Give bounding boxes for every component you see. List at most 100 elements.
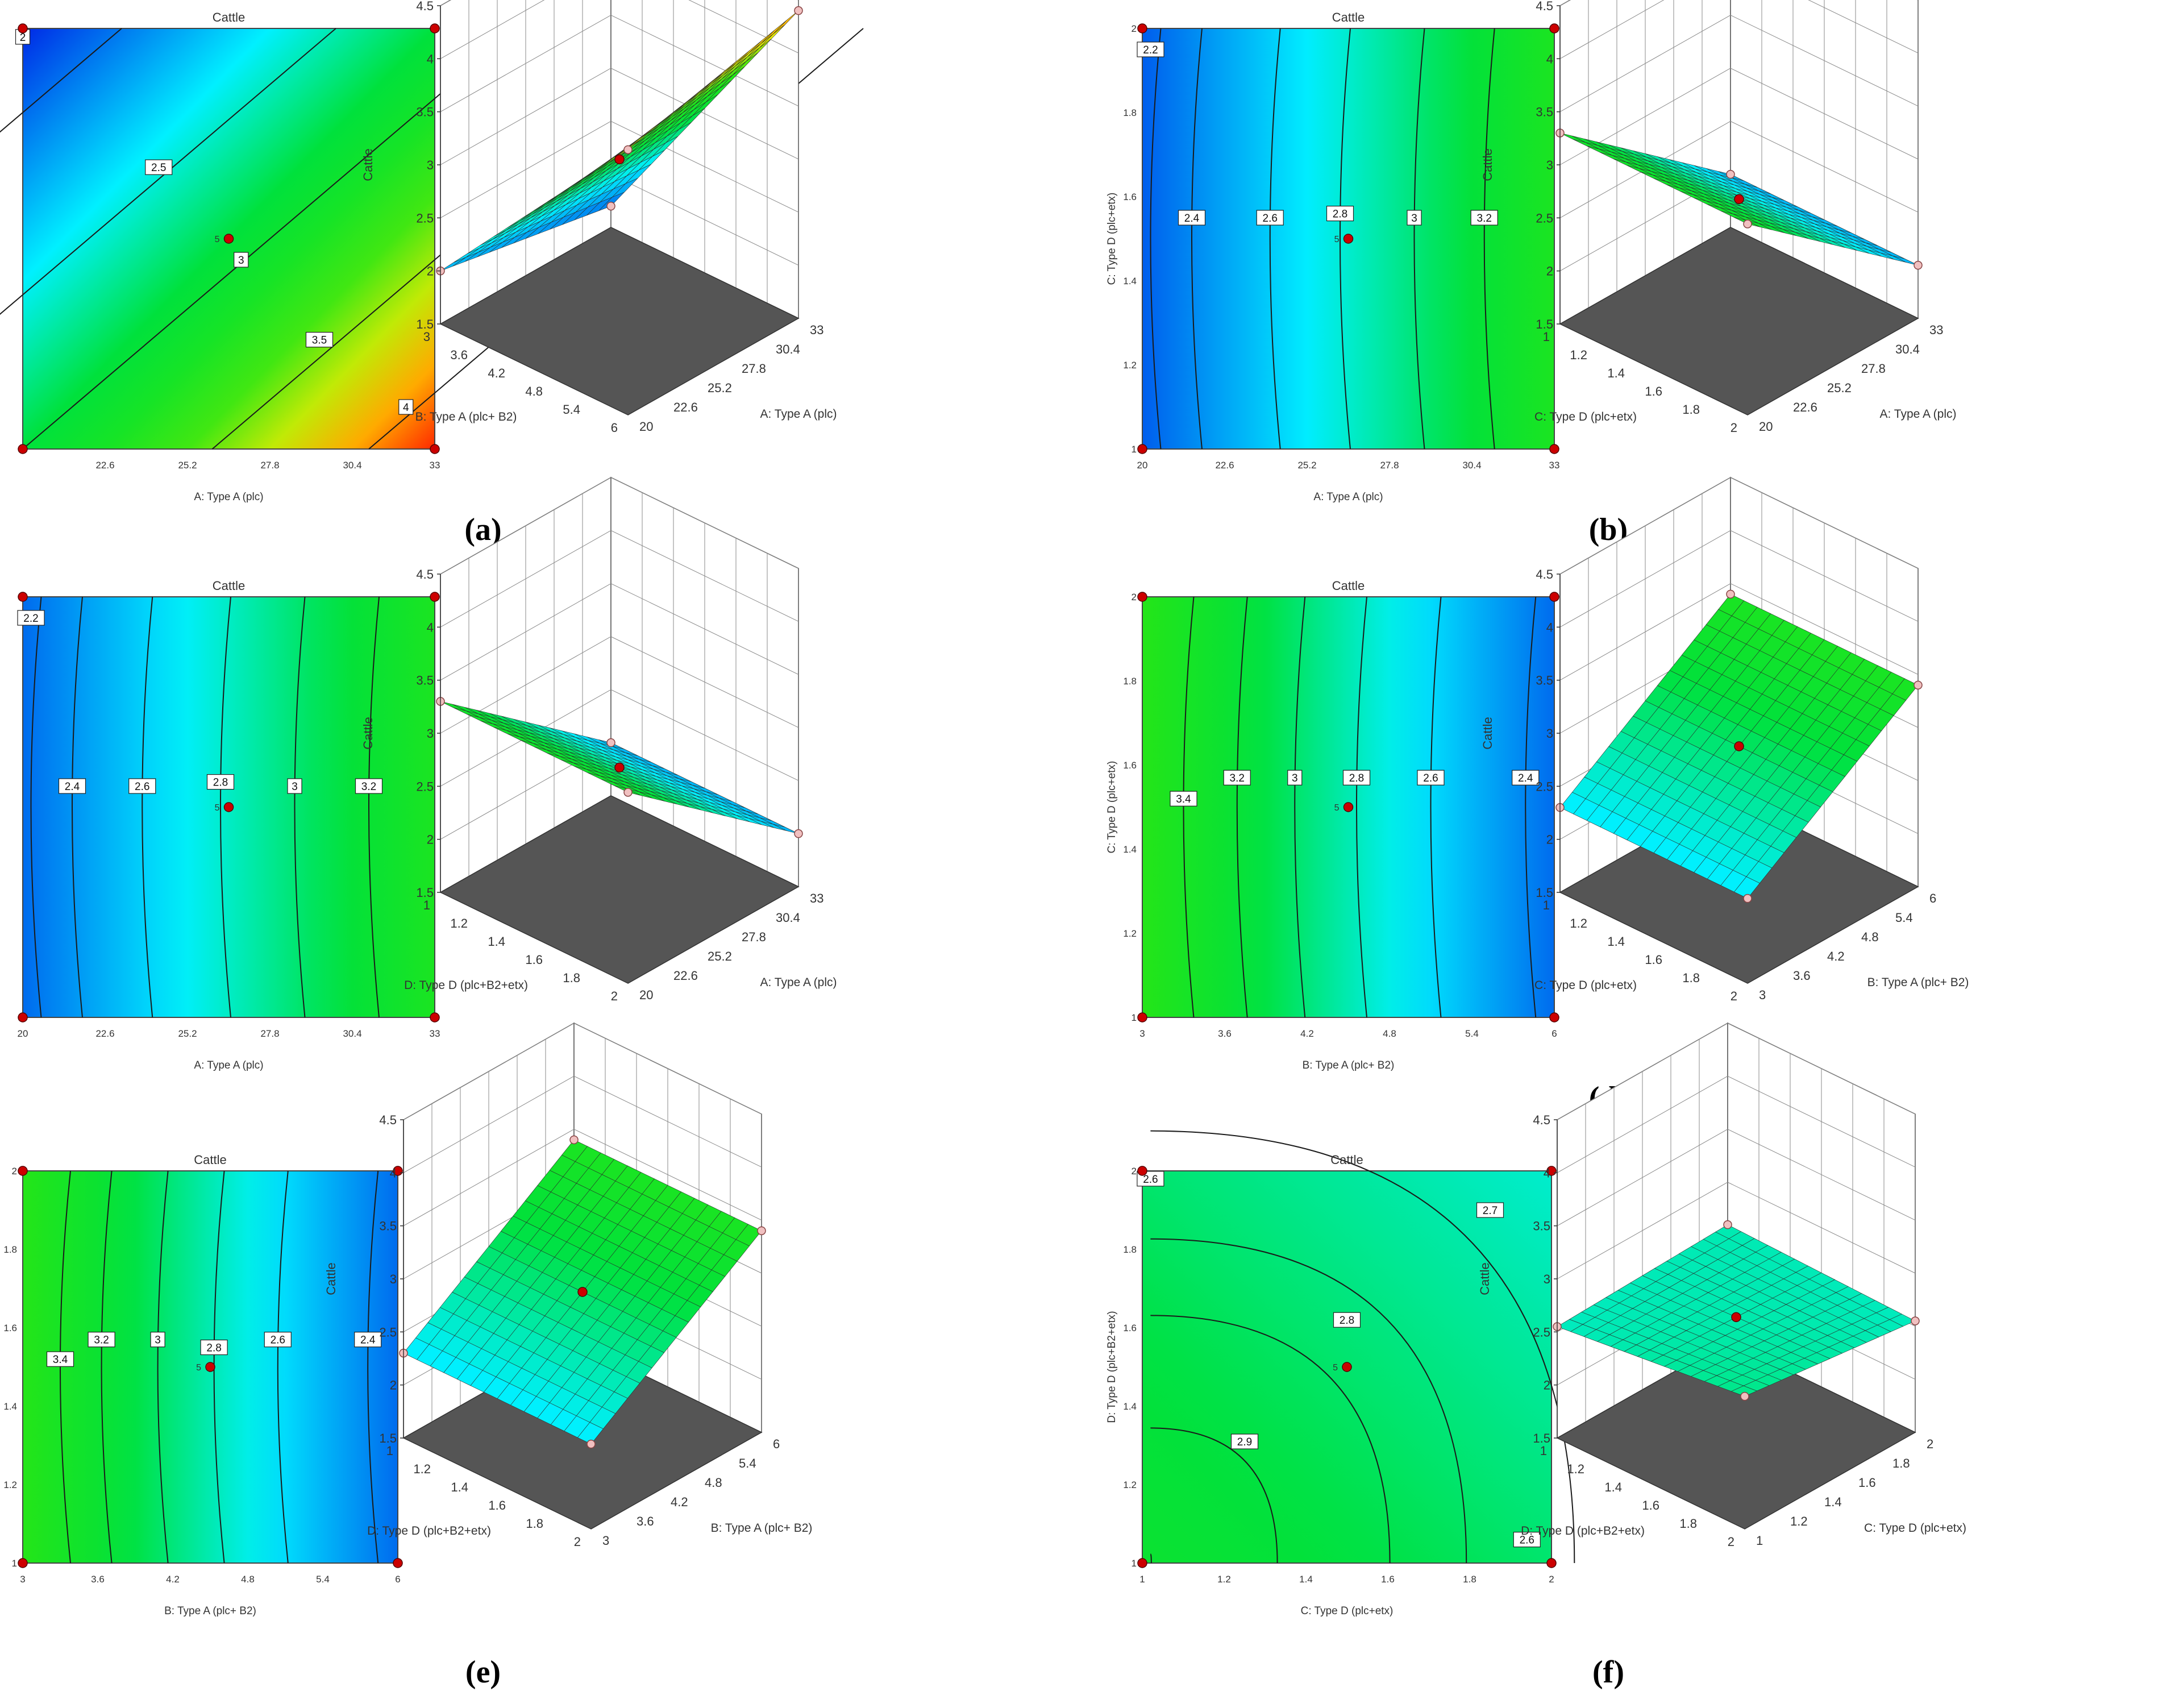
y-tick-label: 1.2 <box>3 1480 17 1490</box>
z-tick-label: 1.5 <box>416 317 434 331</box>
contour-line <box>1150 1315 1391 1564</box>
contour-level-label-box <box>1170 791 1197 807</box>
surface-design-point <box>1914 680 1923 690</box>
contour-level-label-box <box>234 252 249 268</box>
y-tick-label: 1.4 <box>1123 276 1137 286</box>
contour-level-label-box <box>46 1351 74 1367</box>
x-tick-label: 27.8 <box>260 460 279 471</box>
z-tick-label: 2 <box>1546 264 1553 279</box>
y-tick-label: 1.4 <box>3 1401 17 1412</box>
contour-level-label: 2.9 <box>1237 1436 1252 1448</box>
floor-right-axis-label: B: Type A (plc+ B2) <box>711 1522 813 1535</box>
floor-right-tick-label: 25.2 <box>708 949 732 963</box>
design-point <box>1549 444 1559 454</box>
floor-left-tick-label: 1 <box>1543 330 1550 344</box>
x-tick-label: 6 <box>395 1574 400 1585</box>
contour-level-label-box <box>1256 210 1284 226</box>
floor-right-tick-label: 20 <box>1759 419 1773 434</box>
design-point <box>393 1558 403 1568</box>
y-tick-label: 1.4 <box>1123 844 1137 855</box>
contour-level-label: 3.4 <box>53 1354 68 1366</box>
x-tick-label: 2 <box>1549 1574 1554 1585</box>
contour-level-label: 4 <box>403 402 409 414</box>
floor-right-tick-label: 3.6 <box>637 1514 654 1528</box>
x-axis-label: A: Type A (plc) <box>194 1059 263 1071</box>
grid-line <box>1559 120 1919 218</box>
center-point <box>223 234 234 244</box>
surface-plot: 1.5 2 2.5 3 3.5 4 4.5 Cattle 1 1.2 1.4 1.6 1.8 2 C: Ty… <box>1480 476 1969 1003</box>
z-tick-label: 2.5 <box>379 1325 397 1339</box>
contour-line <box>1150 1427 1278 1564</box>
contour-level-label-box <box>1326 206 1354 222</box>
floor-left-axis-label: D: Type D (plc+B2+etx) <box>1521 1524 1645 1537</box>
design-point <box>18 1166 28 1176</box>
floor-left-tick-label: 1.2 <box>450 916 468 930</box>
grid-line <box>403 1129 762 1227</box>
floor-right-tick-label: 27.8 <box>1861 361 1886 376</box>
floor-left-tick-label: 1.6 <box>1645 953 1662 967</box>
grid-line <box>440 530 799 627</box>
contour-level-label-box <box>150 1332 165 1348</box>
contour-level-label-box <box>398 399 414 415</box>
z-tick-label: 1.5 <box>1536 317 1553 331</box>
contour-line <box>1183 596 1195 1018</box>
contour-level-label: 3 <box>238 255 244 267</box>
x-axis-label: A: Type A (plc) <box>1313 491 1383 503</box>
contour-line <box>72 596 83 1018</box>
x-tick-label: 33 <box>1549 460 1560 471</box>
center-point <box>1342 1362 1352 1372</box>
contour-level-label: 3 <box>155 1335 161 1347</box>
contour-line <box>60 1170 71 1564</box>
surface-design-point <box>1911 1316 1920 1325</box>
floor-right-tick-label: 22.6 <box>673 400 698 414</box>
z-tick-label: 3.5 <box>1533 1219 1550 1233</box>
contour-level-label-box <box>287 778 302 794</box>
surface-design-point <box>606 738 615 747</box>
contour-level-label-box <box>1476 1202 1504 1218</box>
y-axis-label: D: Type D (plc+B2+etx) <box>1106 1311 1118 1423</box>
grid-line <box>440 636 799 734</box>
panel-c: 2.2 2.4 2.6 2.8 3 3.2 5 Cattle 20 22.6 25.2 27.8 30.… <box>17 476 837 1116</box>
x-tick-label: 25.2 <box>1297 460 1316 471</box>
grid-line <box>1559 477 1919 575</box>
floor-right-tick-label: 1.2 <box>1790 1514 1808 1528</box>
surface-floor <box>439 795 800 984</box>
z-tick-label: 4 <box>427 52 434 66</box>
grid-line <box>1557 1075 1916 1173</box>
grid-line <box>403 1075 762 1173</box>
center-point-label: 5 <box>1334 235 1340 244</box>
z-tick-label: 3 <box>390 1272 397 1286</box>
z-tick-label: 3.5 <box>1536 105 1553 119</box>
floor-right-axis-label: B: Type A (plc+ B2) <box>1867 976 1969 989</box>
z-tick-label: 4.5 <box>1536 567 1553 581</box>
floor-right-tick-label: 3.6 <box>1793 969 1811 983</box>
surface-center-point <box>577 1287 588 1297</box>
grid-line <box>440 68 799 165</box>
contour-line <box>294 596 306 1018</box>
x-tick-label: 5.4 <box>1465 1028 1479 1039</box>
y-tick-label: 1.8 <box>1123 1244 1137 1255</box>
contour-line <box>0 28 122 133</box>
floor-left-tick-label: 1.4 <box>488 934 505 949</box>
x-tick-label: 30.4 <box>343 1028 361 1039</box>
floor-right-tick-label: 6 <box>1929 891 1936 905</box>
grid-line <box>440 689 799 787</box>
contour-level-label: 3 <box>292 781 298 793</box>
design-point <box>18 444 28 454</box>
floor-right-tick-label: 5.4 <box>1895 911 1913 925</box>
contour-level-label: 3 <box>1411 213 1417 225</box>
contour-level-label-box <box>1230 1433 1259 1449</box>
surface-design-point <box>606 201 615 211</box>
grid-line <box>1557 1182 1916 1279</box>
surface-plot: 1.5 2 2.5 3 3.5 4 4.5 Cattle 1 1.2 1.4 1.6 1.8 2 C: Ty… <box>1480 0 1957 435</box>
floor-left-tick-label: 2 <box>1728 1535 1734 1549</box>
grid-line <box>1557 1129 1916 1227</box>
floor-right-tick-label: 30.4 <box>1895 342 1920 356</box>
z-tick-label: 3 <box>1544 1272 1550 1286</box>
z-axis-label: Cattle <box>1478 1262 1492 1295</box>
z-tick-label: 3.5 <box>416 674 434 688</box>
y-tick-label: 1.4 <box>1123 1401 1137 1412</box>
grid-line <box>1559 68 1919 165</box>
z-tick-label: 1.5 <box>416 886 434 900</box>
